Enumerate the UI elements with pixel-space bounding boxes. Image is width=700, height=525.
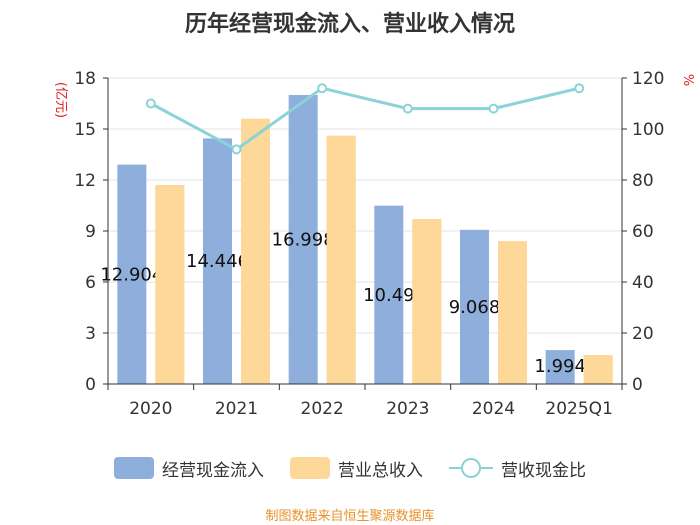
legend-label-cash-ratio: 营收现金比 — [501, 460, 586, 481]
x-tick-label: 2021 — [215, 399, 258, 419]
data-label-cash-inflow: 1.994 — [534, 356, 586, 377]
x-tick-label: 2022 — [301, 399, 344, 419]
ratio-point — [574, 83, 585, 94]
left-tick-label: 0 — [85, 375, 96, 395]
x-tick-label: 2025Q1 — [545, 399, 612, 419]
x-tick-label: 2024 — [472, 399, 515, 419]
data-label-cash-inflow: 16.998 — [272, 230, 335, 251]
axes: 0 3 6 9 12 15 18 0 20 40 60 80 100 120 (亿元)% 2020 2021 20… — [53, 69, 695, 419]
bar-cash-inflow — [460, 229, 489, 384]
right-tick-label: 60 — [632, 222, 654, 242]
source-note: 制图数据来自恒生聚源数据库 — [265, 509, 435, 524]
data-label-cash-inflow: 14.446 — [186, 251, 249, 272]
ratio-point — [317, 83, 328, 94]
bar-revenue-overlay — [498, 241, 527, 384]
right-tick-label: 80 — [632, 171, 654, 191]
left-tick-label: 15 — [74, 120, 96, 140]
left-tick-label: 3 — [85, 324, 96, 344]
data-label-cash-inflow: 12.904 — [100, 264, 163, 285]
legend-item-cash-inflow: 经营现金流入 — [114, 456, 264, 481]
legend-swatch-cash-inflow — [114, 457, 154, 479]
ratio-line-path — [150, 86, 580, 152]
right-tick-label: 100 — [632, 120, 664, 140]
legend-item-revenue: 营业总收入 — [290, 456, 423, 481]
bar-cash-inflow — [288, 95, 318, 384]
right-tick-label: 40 — [632, 273, 654, 293]
ratio-line — [145, 83, 585, 155]
bar-cash-inflow — [545, 350, 575, 384]
legend-label-revenue: 营业总收入 — [338, 460, 423, 481]
legend-swatch-revenue — [290, 457, 330, 479]
left-tick-label: 12 — [74, 171, 96, 191]
bar-cash-inflow — [374, 205, 404, 384]
right-tick-label: 20 — [632, 324, 654, 344]
bar-revenue-overlay — [326, 135, 356, 384]
right-axis-unit: % — [680, 74, 695, 86]
legend-label-cash-inflow: 经营现金流入 — [162, 460, 264, 481]
bar-revenue-overlay — [155, 185, 185, 384]
data-label-cash-inflow: 10.49 — [363, 285, 415, 306]
legend-item-cash-ratio: 营收现金比 — [449, 456, 586, 481]
bar-cash-inflow — [203, 138, 232, 384]
left-tick-label: 9 — [85, 222, 96, 242]
legend: 经营现金流入 营业总收入 营收现金比 — [0, 452, 700, 484]
ratio-point — [145, 98, 156, 109]
x-tick-label: 2020 — [129, 399, 172, 419]
bar-revenue-overlay — [412, 219, 442, 384]
legend-swatch-cash-ratio — [449, 457, 493, 479]
chart-title: 历年经营现金流入、营业收入情况 — [184, 12, 515, 37]
bar-revenue-overlay — [241, 118, 270, 385]
data-labels: 12.904 14.446 16.998 10.49 9.068 1.994 — [100, 118, 613, 385]
left-tick-label: 18 — [74, 69, 96, 89]
bar-revenue-overlay — [583, 355, 613, 384]
left-axis-unit: (亿元) — [53, 82, 68, 118]
ratio-point — [231, 144, 242, 155]
x-tick-label: 2023 — [386, 399, 429, 419]
data-label-cash-inflow: 9.068 — [449, 297, 501, 318]
gridlines — [108, 77, 622, 385]
ratio-point — [402, 103, 413, 114]
right-tick-label: 120 — [632, 69, 664, 89]
ratio-point — [488, 103, 499, 114]
bar-cash-inflow — [117, 164, 147, 384]
left-tick-label: 6 — [85, 273, 96, 293]
bars — [117, 95, 613, 385]
right-tick-label: 0 — [632, 375, 643, 395]
